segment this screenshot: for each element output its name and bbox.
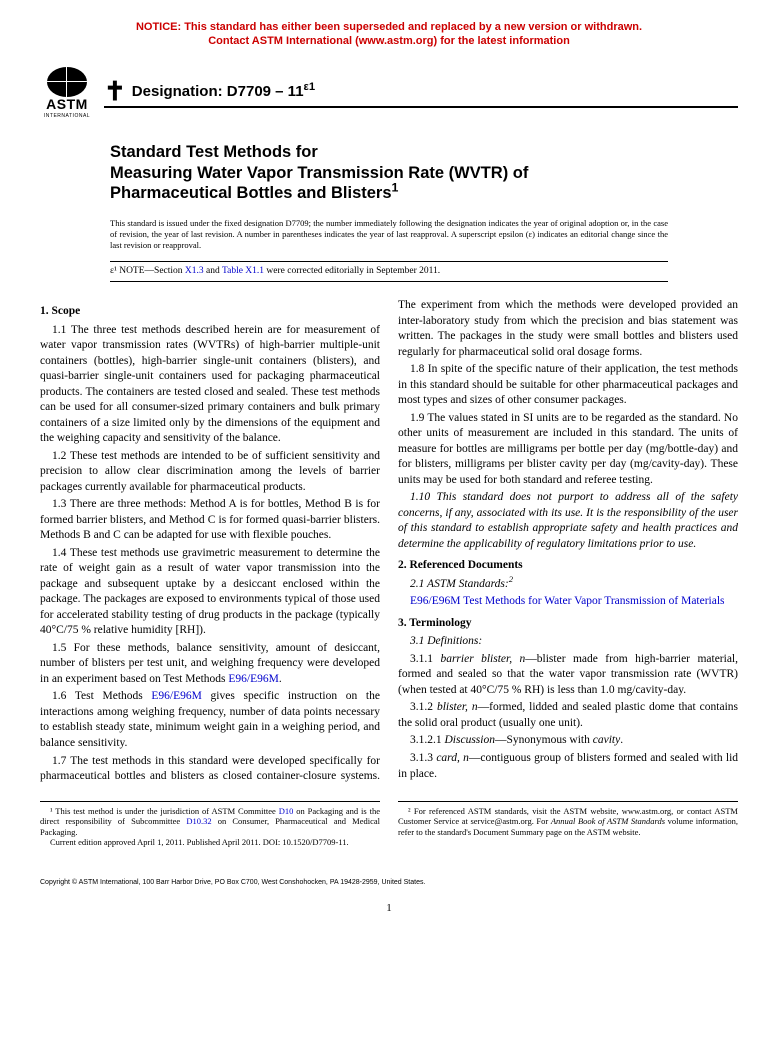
p1-6a: 1.6 Test Methods (52, 690, 151, 702)
ref-code[interactable]: E96/E96M (410, 595, 460, 607)
p1-2: 1.2 These test methods are intended to b… (40, 449, 380, 496)
p1-5a: 1.5 For these methods, balance sensitivi… (40, 642, 380, 685)
eps-mid: and (204, 266, 222, 276)
eps-suffix: were corrected editorially in September … (264, 266, 440, 276)
notice-line1: NOTICE: This standard has either been su… (136, 21, 642, 33)
ref-title[interactable]: Test Methods for Water Vapor Transmissio… (463, 595, 724, 607)
p1-4: 1.4 These test methods use gravimetric m… (40, 546, 380, 639)
p1-5b: . (279, 673, 282, 685)
fn1-p1: ¹ This test method is under the jurisdic… (40, 806, 380, 838)
notice-line2: Contact ASTM International (www.astm.org… (208, 35, 570, 47)
eps-link1[interactable]: X1.3 (185, 266, 204, 276)
copyright: Copyright © ASTM International, 100 Barr… (40, 878, 738, 887)
fn1-p2: Current edition approved April 1, 2011. … (40, 837, 380, 848)
globe-icon (47, 67, 87, 97)
fn1a: ¹ This test method is under the jurisdic… (50, 806, 279, 816)
title-line2: Measuring Water Vapor Transmission Rate … (110, 164, 528, 182)
title-footnote: 1 (392, 181, 399, 195)
body-columns: 1. Scope 1.1 The three test methods desc… (40, 298, 738, 784)
epsilon-note: ε¹ NOTE—Section X1.3 and Table X1.1 were… (110, 261, 668, 282)
p1-6: 1.6 Test Methods E96/E96M gives specific… (40, 689, 380, 751)
p2-1-text: 2.1 ASTM Standards: (410, 578, 509, 590)
header: ASTM INTERNATIONAL ✝ Designation: D7709 … (40, 67, 738, 121)
ref-e96: E96/E96M Test Methods for Water Vapor Tr… (398, 594, 738, 610)
designation-text: Designation: D7709 – 11ε1 (132, 78, 315, 102)
title-line1: Standard Test Methods for (110, 143, 318, 161)
designation-bar: ✝ Designation: D7709 – 11ε1 (104, 78, 738, 108)
fn2-text: ² For referenced ASTM standards, visit t… (398, 806, 738, 838)
fn1-link1[interactable]: D10 (279, 806, 294, 816)
footnote-1: ¹ This test method is under the jurisdic… (40, 801, 380, 849)
p1-9: 1.9 The values stated in SI units are to… (398, 411, 738, 489)
logo-sub: INTERNATIONAL (44, 113, 90, 120)
sec1-head: 1. Scope (40, 304, 380, 320)
footnote-2: ² For referenced ASTM standards, visit t… (398, 801, 738, 838)
eps-prefix: ε¹ NOTE—Section (110, 266, 185, 276)
dagger-icon: ✝ (104, 78, 126, 104)
p1-5: 1.5 For these methods, balance sensitivi… (40, 641, 380, 688)
p3-1-2-1: 3.1.2.1 Discussion—Synonymous with cavit… (398, 733, 738, 749)
p1-8: 1.8 In spite of the specific nature of t… (398, 362, 738, 409)
astm-logo: ASTM INTERNATIONAL (40, 67, 94, 121)
designation-suffix: ε1 (304, 81, 316, 93)
document-title: Standard Test Methods for Measuring Wate… (110, 142, 738, 204)
p1-6-link[interactable]: E96/E96M (151, 690, 201, 702)
p1-5-link[interactable]: E96/E96M (228, 673, 278, 685)
logo-main: ASTM (46, 95, 88, 114)
footnotes: ¹ This test method is under the jurisdic… (40, 801, 738, 849)
sec3-head: 3. Terminology (398, 616, 738, 632)
fn1-link2[interactable]: D10.32 (186, 816, 211, 826)
notice-banner: NOTICE: This standard has either been su… (40, 20, 738, 49)
p1-1: 1.1 The three test methods described her… (40, 323, 380, 447)
title-line3: Pharmaceutical Bottles and Blisters (110, 184, 392, 202)
sec2-head: 2. Referenced Documents (398, 558, 738, 574)
p1-3: 1.3 There are three methods: Method A is… (40, 497, 380, 544)
p3-1-3: 3.1.3 card, n—contiguous group of bliste… (398, 751, 738, 782)
p2-1: 2.1 ASTM Standards:2 (398, 577, 738, 593)
designation-label: Designation: D7709 – 11 (132, 83, 304, 100)
issued-note: This standard is issued under the fixed … (110, 218, 668, 251)
p1-10: 1.10 This standard does not purport to a… (398, 490, 738, 552)
page-number: 1 (40, 901, 738, 916)
eps-link2[interactable]: Table X1.1 (222, 266, 264, 276)
p3-1: 3.1 Definitions: (398, 634, 738, 650)
p3-1-1: 3.1.1 barrier blister, n—blister made fr… (398, 652, 738, 699)
p3-1-2: 3.1.2 blister, n—formed, lidded and seal… (398, 700, 738, 731)
